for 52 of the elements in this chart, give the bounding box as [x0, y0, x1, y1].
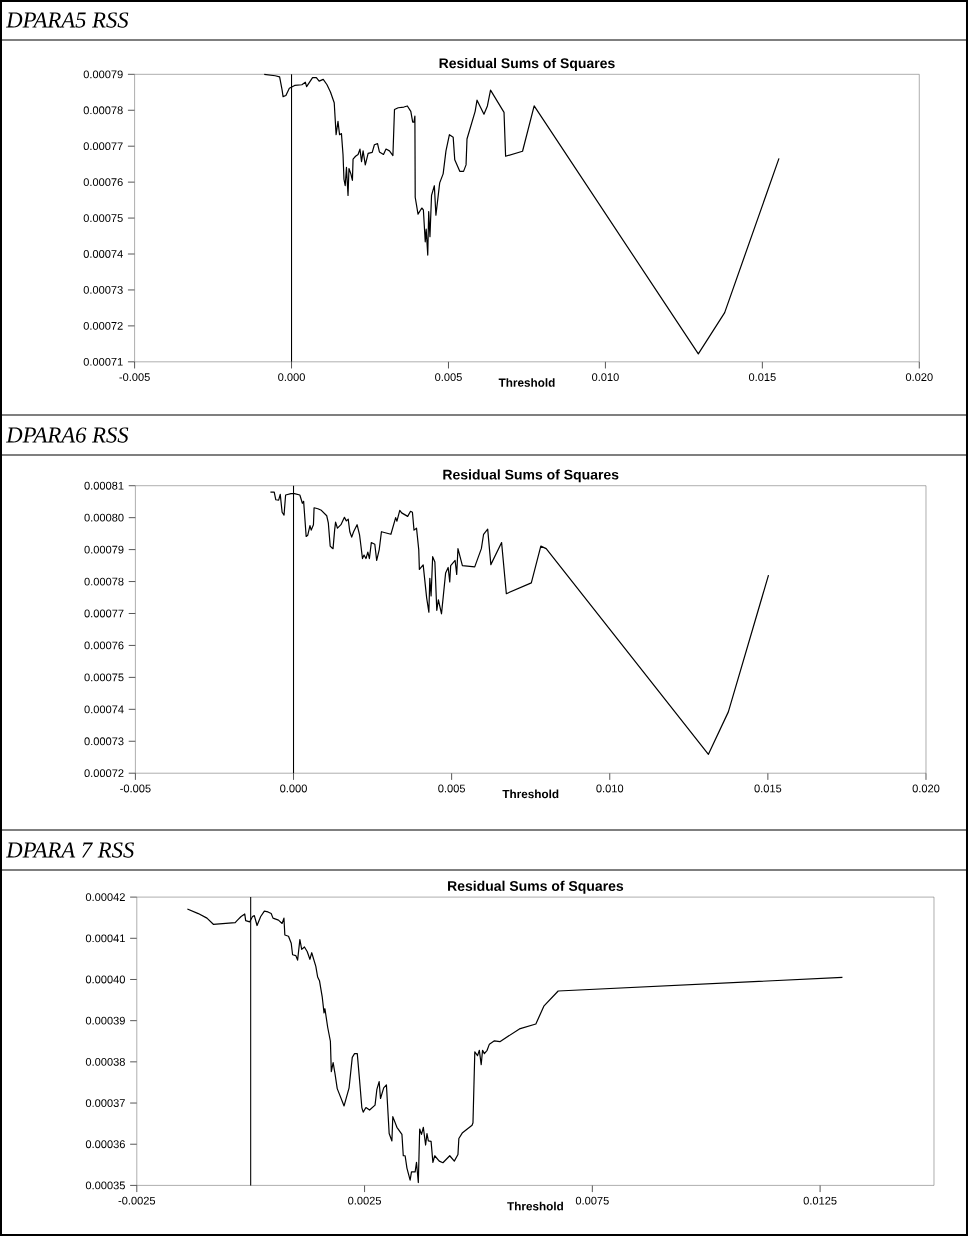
x-tick-label: -0.005: [120, 784, 151, 793]
y-tick-label: 0.00035: [85, 1181, 125, 1190]
y-tick-label: 0.00078: [83, 106, 123, 115]
chart-title: DPARA 7 RSS: [6, 842, 134, 858]
y-tick-label: 0.00072: [83, 321, 123, 330]
x-tick-label: -0.0025: [118, 1196, 156, 1205]
y-tick-label: 0.00037: [85, 1099, 125, 1107]
y-tick-label: 0.00076: [84, 641, 124, 650]
chart-title: DPARA5 RSS: [6, 12, 129, 28]
y-tick-label: 0.00036: [85, 1140, 125, 1149]
y-tick-label: 0.00041: [85, 934, 125, 943]
x-tick-label: 0.020: [912, 784, 940, 793]
y-tick-label: 0.00075: [84, 673, 124, 682]
x-tick-label: 0.010: [592, 373, 619, 382]
y-tick-label: 0.00073: [84, 737, 124, 746]
y-tick-label: 0.00072: [84, 769, 124, 778]
y-tick-label: 0.00077: [83, 142, 123, 151]
y-tick-label: 0.00080: [84, 513, 124, 522]
x-tick-label: -0.005: [119, 373, 150, 382]
x-tick-label: 0.0075: [575, 1196, 609, 1205]
y-tick-label: 0.00076: [83, 178, 123, 187]
y-tick-label: 0.00074: [84, 705, 124, 714]
x-tick-label: 0.000: [280, 784, 307, 793]
y-tick-label: 0.00038: [85, 1057, 125, 1066]
y-tick-label: 0.00073: [83, 286, 123, 294]
y-tick-label: 0.00075: [83, 214, 123, 222]
x-tick-label: 0.020: [905, 373, 933, 382]
x-tick-label: 0.0025: [348, 1196, 382, 1205]
chart-title: DPARA6 RSS: [6, 427, 129, 443]
y-tick-label: 0.00078: [84, 577, 124, 586]
x-tick-label: 0.005: [438, 784, 466, 793]
x-axis-title: Threshold: [507, 1201, 563, 1211]
y-tick-label: 0.00042: [85, 893, 125, 902]
y-tick-label: 0.00039: [85, 1016, 125, 1025]
y-tick-label: 0.00081: [84, 481, 124, 490]
x-tick-label: 0.000: [278, 373, 305, 382]
y-tick-label: 0.00074: [83, 250, 123, 258]
y-tick-label: 0.00077: [84, 609, 124, 618]
x-axis-title: Threshold: [502, 789, 559, 799]
y-tick-label: 0.00071: [83, 357, 123, 366]
x-tick-label: 0.0125: [803, 1196, 837, 1205]
x-tick-label: 0.015: [748, 373, 776, 382]
y-tick-label: 0.00079: [84, 545, 124, 554]
y-tick-label: 0.00040: [85, 975, 125, 984]
x-tick-label: 0.005: [435, 373, 462, 382]
y-tick-label: 0.00079: [83, 70, 123, 79]
chart-subtitle: Residual Sums of Squares: [443, 469, 619, 483]
chart-subtitle: Residual Sums of Squares: [439, 57, 615, 71]
x-tick-label: 0.010: [596, 784, 624, 793]
chart-subtitle: Residual Sums of Squares: [448, 880, 624, 894]
x-tick-label: 0.015: [754, 784, 782, 793]
x-axis-title: Threshold: [498, 378, 555, 387]
